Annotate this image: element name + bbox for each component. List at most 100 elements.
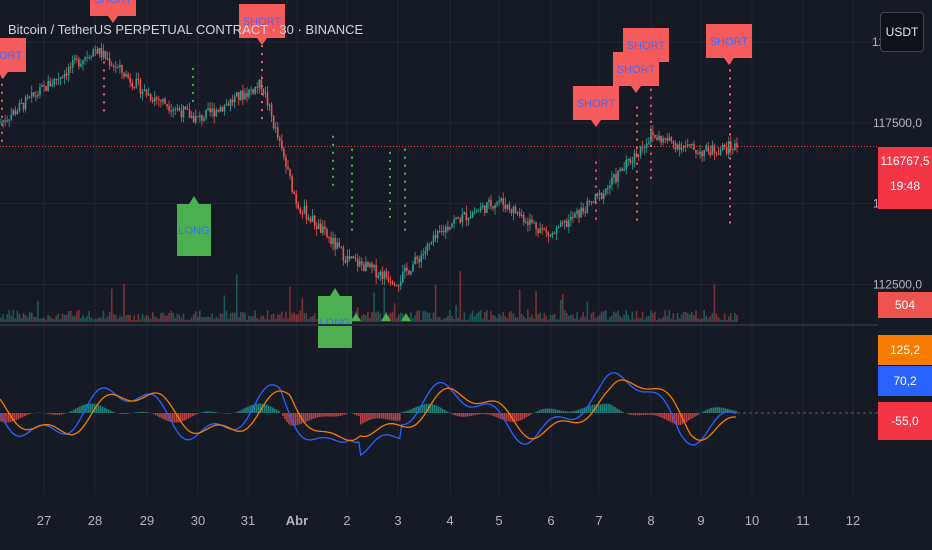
- macd-histogram-bar: [489, 413, 491, 415]
- candle-body: [473, 212, 476, 214]
- macd-histogram-bar: [571, 411, 573, 413]
- macd-histogram-bar: [241, 409, 243, 413]
- macd-histogram-bar: [294, 413, 296, 426]
- signal-dot: [103, 85, 105, 88]
- macd-histogram-bar: [448, 412, 450, 413]
- time-label-7: 7: [595, 513, 602, 528]
- volume-bar: [276, 314, 279, 322]
- signal-markers[interactable]: SHORT SHORT SHORT LONG LONG SHORT SHORT SHORT SH…: [0, 0, 752, 348]
- macd-histogram-bar: [392, 413, 395, 421]
- candle-body: [295, 194, 297, 205]
- candle-body: [276, 127, 279, 138]
- macd-histogram-bar: [366, 413, 368, 422]
- candle-body: [578, 210, 580, 218]
- macd-histogram-bar: [612, 405, 614, 413]
- volume-bar: [145, 315, 148, 322]
- short-signal-box: [90, 0, 136, 16]
- candle-body: [631, 161, 634, 163]
- currency-button[interactable]: USDT: [880, 12, 924, 52]
- macd-histogram-bar: [716, 407, 719, 413]
- candle-body: [279, 137, 281, 141]
- signal-dot: [650, 112, 652, 115]
- candle-body: [699, 151, 701, 155]
- volume-bar: [484, 312, 486, 322]
- candle-body: [246, 93, 248, 97]
- volume-bar: [594, 317, 597, 322]
- volume-bar: [35, 317, 37, 322]
- signal-dot: [103, 109, 105, 112]
- macd-histogram-bar: [513, 413, 516, 422]
- candle-body: [264, 92, 267, 94]
- symbol-title[interactable]: Bitcoin / TetherUS PERPETUAL CONTRACT · …: [8, 22, 364, 37]
- candle-body: [324, 226, 326, 230]
- macd-histogram-bar: [511, 413, 514, 422]
- volume-bar: [494, 315, 496, 322]
- macd-histogram-bar: [150, 413, 153, 414]
- macd-histogram-bar: [507, 413, 510, 422]
- macd-histogram-bar: [712, 407, 715, 413]
- candle-body: [520, 214, 523, 216]
- candle-body: [590, 201, 593, 203]
- volume-bar: [488, 319, 490, 322]
- macd-histogram-bar: [409, 409, 411, 413]
- candle-body: [336, 242, 338, 249]
- signal-dot: [351, 164, 353, 167]
- volume-bar: [578, 319, 580, 322]
- signal-dot: [729, 141, 731, 144]
- volume-bar: [207, 316, 209, 322]
- candle-body: [115, 66, 117, 68]
- volume-bar: [127, 314, 129, 322]
- volume-bar: [153, 316, 156, 322]
- macd-histogram-bar: [13, 413, 16, 421]
- candle-body: [51, 84, 54, 87]
- volume-bar: [397, 314, 400, 322]
- candle-body: [242, 90, 244, 100]
- candle-body: [695, 149, 697, 154]
- macd-histogram-bar: [442, 408, 444, 413]
- volume-bar: [420, 319, 423, 322]
- macd-histogram-bar: [271, 407, 274, 413]
- candle-body: [652, 131, 654, 136]
- candle-body: [436, 230, 439, 239]
- candle-body: [301, 213, 304, 215]
- volume-bar: [584, 316, 587, 322]
- candle-body: [149, 94, 152, 100]
- candle-body: [645, 143, 648, 148]
- time-axis[interactable]: 27 28 29 30 31 Abr 2 3 4 5 6 7 8 9 10 11 12: [37, 513, 860, 528]
- candle-body: [549, 235, 552, 237]
- volume-bar: [123, 283, 125, 322]
- volume-bar: [203, 316, 205, 322]
- macd-histogram-bar: [411, 408, 413, 413]
- volume-bar: [635, 310, 638, 322]
- macd-histogram-bar: [214, 411, 217, 413]
- macd-histogram-bar: [534, 412, 536, 413]
- signal-dot: [389, 199, 391, 202]
- macd-histogram-bar: [437, 406, 440, 413]
- signal-dot: [192, 67, 194, 70]
- macd-histogram-bar: [733, 410, 735, 413]
- candle-body: [59, 77, 62, 80]
- candle-body: [672, 141, 675, 144]
- candle-body: [609, 185, 611, 188]
- candle-body: [582, 207, 584, 212]
- candle-body: [145, 89, 148, 96]
- signal-dot: [636, 210, 638, 213]
- volume-bar: [74, 316, 76, 322]
- time-label-4: 4: [446, 513, 453, 528]
- signal-dot: [650, 168, 652, 171]
- macd-histogram-bar: [468, 413, 471, 417]
- candle-body: [45, 85, 47, 91]
- signal-dot: [261, 109, 263, 112]
- signal-dot: [650, 128, 652, 131]
- candle-body: [16, 111, 19, 115]
- signal-dot: [389, 175, 391, 178]
- macd-histogram-bar: [622, 411, 624, 413]
- signal-dot: [332, 143, 334, 146]
- macd-histogram-bar: [669, 413, 672, 422]
- candle-body: [467, 218, 470, 221]
- candle-body: [525, 221, 527, 223]
- volume-bar: [457, 317, 459, 322]
- volume-bar: [303, 312, 306, 322]
- candle-body: [498, 200, 500, 203]
